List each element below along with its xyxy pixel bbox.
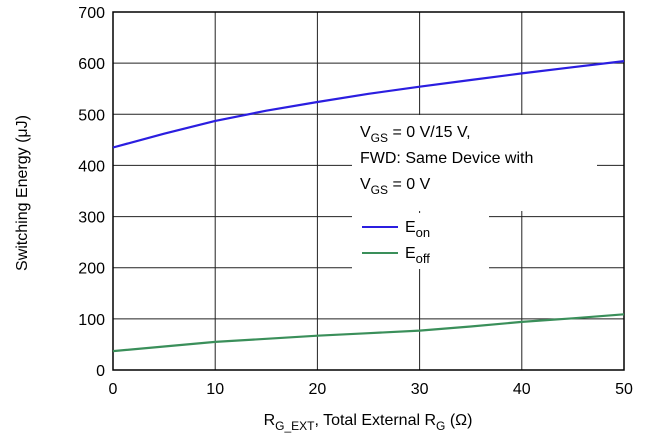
legend-label-eoff: Eoff [405,245,430,266]
x-tick-label: 50 [615,381,633,398]
series-line-off [112,313,625,353]
y-tick-label: 300 [78,210,105,227]
y-tick-label: 200 [78,261,105,278]
y-tick-label: 500 [78,107,105,124]
annotation-line-3: VGS = 0 V [360,176,431,197]
y-tick-label: 400 [78,158,105,175]
plot-area-frame [112,11,625,371]
annotation-background [352,115,597,211]
x-axis-title: RG_EXT, Total External RG (Ω) [264,412,473,433]
y-axis-title: Switching Energy (μJ) [14,115,31,271]
x-tick-label: 10 [206,381,224,398]
y-tick-label: 0 [96,363,105,380]
series-line-on [112,60,625,149]
annotation-line-1: VGS = 0 V/15 V, [360,124,471,145]
y-tick-label: 700 [78,5,105,22]
legend-background [352,213,489,269]
y-tick-label: 100 [78,312,105,329]
legend-label-eon: Eon [405,219,430,240]
series-group [112,60,625,353]
annotation-line-2: FWD: Same Device with [360,150,533,167]
x-tick-label: 0 [109,381,118,398]
y-tick-label: 600 [78,56,105,73]
x-tick-label: 20 [309,381,327,398]
x-tick-label: 40 [513,381,531,398]
x-tick-label: 30 [411,381,429,398]
